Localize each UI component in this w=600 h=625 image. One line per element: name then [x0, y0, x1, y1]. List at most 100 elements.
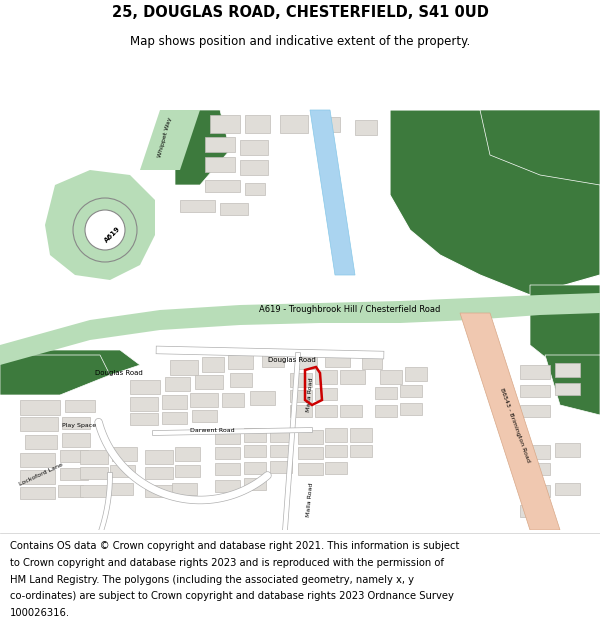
Text: A619 - Troughbrook Hill / Chesterfield Road: A619 - Troughbrook Hill / Chesterfield R…: [259, 306, 440, 314]
Bar: [555, 383, 580, 395]
Bar: [80, 450, 108, 464]
Bar: [290, 390, 312, 402]
Text: Malla Road: Malla Road: [306, 378, 314, 412]
Bar: [280, 115, 308, 133]
Bar: [108, 483, 133, 495]
Bar: [240, 160, 268, 175]
Bar: [290, 405, 312, 417]
Bar: [170, 360, 198, 375]
Bar: [228, 355, 253, 369]
Bar: [400, 403, 422, 415]
Polygon shape: [0, 355, 110, 395]
Bar: [180, 200, 215, 212]
Text: co-ordinates) are subject to Crown copyright and database rights 2023 Ordnance S: co-ordinates) are subject to Crown copyr…: [10, 591, 454, 601]
Bar: [240, 140, 268, 155]
Bar: [325, 353, 350, 367]
Bar: [325, 428, 347, 442]
Bar: [520, 505, 550, 517]
Polygon shape: [175, 110, 230, 185]
Bar: [245, 183, 265, 195]
Bar: [230, 373, 252, 387]
Bar: [20, 487, 55, 499]
Polygon shape: [480, 110, 600, 185]
Bar: [175, 465, 200, 477]
Bar: [520, 485, 550, 497]
Polygon shape: [530, 285, 600, 375]
Bar: [270, 428, 292, 442]
Bar: [210, 115, 240, 133]
Bar: [80, 467, 108, 479]
Bar: [202, 357, 224, 372]
Bar: [215, 447, 240, 459]
Bar: [190, 393, 218, 407]
Bar: [80, 485, 108, 497]
Bar: [65, 400, 95, 412]
Text: Malla Road: Malla Road: [306, 482, 314, 518]
Polygon shape: [310, 110, 355, 275]
Bar: [400, 385, 422, 397]
Bar: [60, 468, 88, 480]
Bar: [60, 450, 88, 462]
Bar: [520, 385, 550, 397]
Bar: [520, 463, 550, 475]
Text: HM Land Registry. The polygons (including the associated geometry, namely x, y: HM Land Registry. The polygons (includin…: [10, 574, 414, 584]
Bar: [130, 397, 158, 411]
Polygon shape: [0, 350, 140, 385]
Bar: [520, 405, 550, 417]
Bar: [110, 465, 135, 477]
Bar: [215, 463, 240, 475]
Bar: [20, 470, 55, 484]
Text: to Crown copyright and database rights 2023 and is reproduced with the permissio: to Crown copyright and database rights 2…: [10, 558, 444, 568]
Bar: [555, 443, 580, 457]
Bar: [130, 413, 158, 425]
Bar: [350, 428, 372, 442]
Polygon shape: [0, 293, 600, 365]
Bar: [315, 388, 337, 400]
Bar: [62, 433, 90, 447]
Bar: [270, 461, 292, 473]
Bar: [355, 120, 377, 135]
Bar: [405, 367, 427, 381]
Bar: [244, 478, 266, 490]
Bar: [172, 483, 197, 495]
Text: B6543 - Brimington Road: B6543 - Brimington Road: [499, 387, 531, 463]
Bar: [58, 485, 83, 497]
Bar: [195, 375, 223, 389]
Bar: [520, 365, 550, 379]
Bar: [244, 445, 266, 457]
Bar: [215, 480, 240, 492]
Bar: [205, 137, 235, 152]
Bar: [290, 373, 312, 387]
Text: Play Space: Play Space: [62, 422, 96, 428]
Bar: [145, 467, 173, 479]
Bar: [162, 412, 187, 424]
Bar: [375, 387, 397, 399]
Bar: [315, 117, 340, 132]
Bar: [145, 450, 173, 464]
Text: A619: A619: [104, 226, 122, 244]
Bar: [340, 405, 362, 417]
Bar: [244, 428, 266, 442]
Bar: [112, 447, 137, 461]
Bar: [315, 370, 337, 384]
Bar: [145, 485, 173, 497]
Bar: [340, 370, 365, 384]
Text: Whippet Way: Whippet Way: [157, 116, 173, 158]
Polygon shape: [390, 110, 600, 295]
Bar: [350, 445, 372, 457]
Bar: [165, 377, 190, 391]
Text: Map shows position and indicative extent of the property.: Map shows position and indicative extent…: [130, 35, 470, 48]
Bar: [20, 417, 58, 431]
Text: Lockoford Lane: Lockoford Lane: [18, 462, 64, 488]
Bar: [555, 363, 580, 377]
Bar: [298, 430, 323, 444]
Bar: [245, 115, 270, 133]
Polygon shape: [545, 355, 600, 415]
Bar: [244, 462, 266, 474]
Bar: [20, 400, 60, 415]
Circle shape: [85, 210, 125, 250]
Bar: [192, 410, 217, 422]
Text: 100026316.: 100026316.: [10, 608, 70, 618]
Bar: [250, 391, 275, 405]
Bar: [162, 395, 187, 409]
